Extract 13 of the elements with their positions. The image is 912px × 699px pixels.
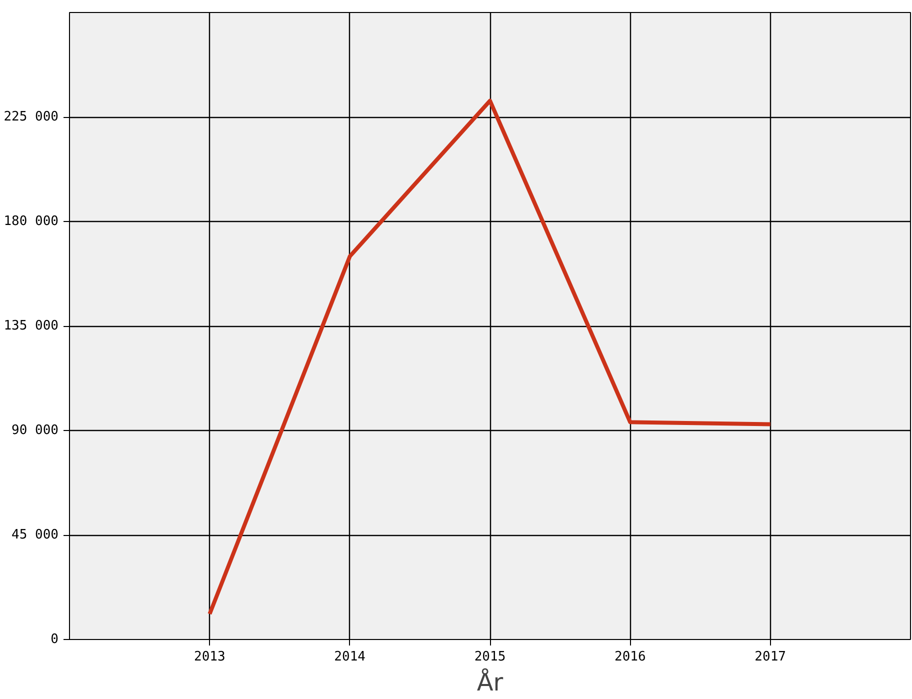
y-tick-label: 225 000 (4, 110, 59, 124)
line-series (208, 98, 772, 616)
y-tick-label: 180 000 (4, 214, 59, 229)
x-tick-label: 2017 (754, 650, 786, 664)
y-tick-label: 135 000 (4, 318, 59, 334)
x-axis-title: År (476, 668, 504, 696)
x-tick-label: 2013 (194, 650, 226, 664)
x-tick-label: 2015 (474, 650, 506, 664)
y-tick-label: 90 000 (12, 423, 59, 438)
y-tick-label: 0 (50, 632, 58, 647)
x-tick-label: 2016 (614, 650, 646, 664)
y-tick-label: 45 000 (12, 528, 59, 542)
x-tick-label: 2014 (334, 650, 366, 664)
